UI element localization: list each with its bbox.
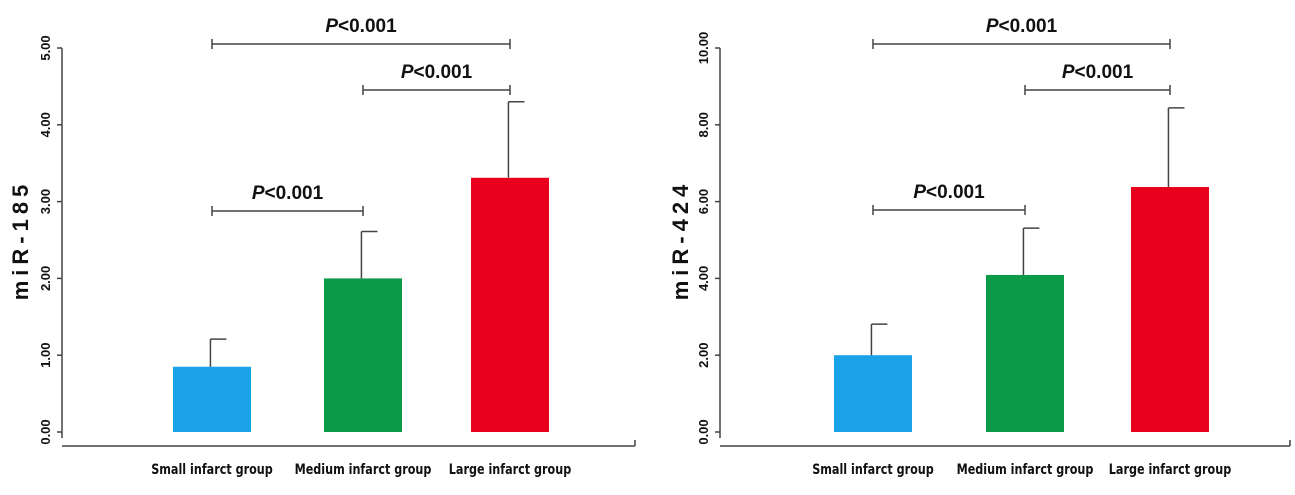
y-tick-label: 0.00	[696, 419, 711, 444]
y-tick-label: 2.00	[696, 343, 711, 368]
x-tick-label: Large infarct group	[449, 461, 571, 478]
x-tick-label: Large infarct group	[1109, 461, 1231, 478]
significance-label: P<0.001	[325, 16, 397, 37]
bar	[986, 274, 1064, 432]
bar	[324, 278, 402, 432]
error-bar	[1022, 227, 1040, 275]
error-bar	[1167, 107, 1185, 188]
error-bar	[870, 323, 888, 356]
significance-bracket	[1024, 85, 1171, 95]
significance-bracket	[362, 85, 511, 95]
y-tick-label: 1.00	[38, 343, 53, 368]
x-tick-label: Small infarct group	[151, 461, 273, 478]
y-tick-label: 0.00	[38, 419, 53, 444]
y-tick-label: 2.00	[38, 266, 53, 291]
y-tick-label: 6.00	[696, 189, 711, 214]
significance-label: P<0.001	[986, 16, 1058, 37]
y-tick-label: 4.00	[38, 112, 53, 137]
significance-label: P<0.001	[252, 183, 324, 204]
error-bar	[507, 101, 525, 178]
x-tick-label: Small infarct group	[812, 461, 934, 478]
x-tick-label: Medium infarct group	[295, 461, 432, 478]
y-tick-label: 8.00	[696, 112, 711, 137]
bar	[173, 366, 251, 432]
significance-bracket	[211, 39, 511, 49]
significance-label: P<0.001	[401, 62, 473, 83]
significance-bracket	[211, 206, 364, 216]
y-tick-label: 10.00	[696, 32, 711, 65]
error-bar	[360, 230, 378, 279]
significance-bracket	[872, 39, 1171, 49]
y-tick-label: 3.00	[38, 189, 53, 214]
significance-label: P<0.001	[1062, 62, 1134, 83]
significance-bracket	[872, 205, 1026, 215]
significance-label: P<0.001	[913, 182, 985, 203]
bar	[1131, 187, 1209, 432]
y-tick-label: 4.00	[696, 266, 711, 291]
y-tick-label: 5.00	[38, 35, 53, 60]
y-axis-label: miR-185	[8, 180, 33, 301]
error-bar	[209, 338, 227, 367]
y-axis-label: miR-424	[668, 180, 693, 301]
bar	[834, 355, 912, 432]
bar	[471, 177, 549, 432]
x-tick-label: Medium infarct group	[957, 461, 1094, 478]
